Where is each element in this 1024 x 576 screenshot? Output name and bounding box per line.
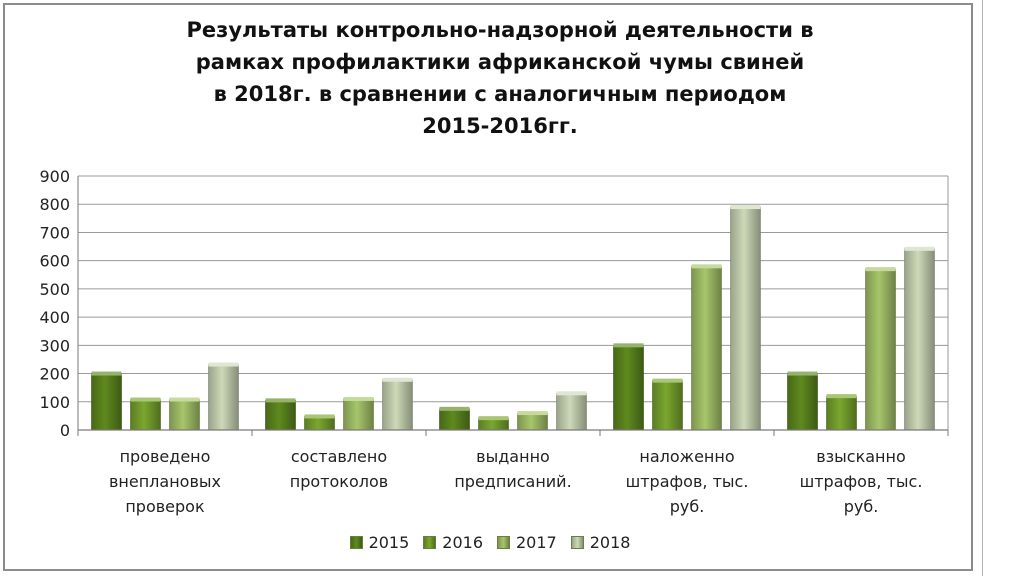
y-tick-label: 200 <box>39 365 70 384</box>
bar-2015 <box>91 373 122 431</box>
legend-item-2016: 2016 <box>423 533 483 552</box>
bar-cap <box>304 414 335 419</box>
bar-2018 <box>208 364 239 431</box>
chart-frame <box>3 3 973 571</box>
legend-label: 2017 <box>516 533 557 552</box>
bar-2017 <box>691 266 722 431</box>
bar-cap <box>826 394 857 399</box>
bar-layer <box>91 205 935 431</box>
bar-2015 <box>787 373 818 431</box>
x-category-label: проведено <box>120 447 211 466</box>
bar-2016 <box>304 416 335 431</box>
bar-2018 <box>730 206 761 431</box>
x-category-label: протоколов <box>290 472 388 491</box>
legend-swatch <box>349 536 363 549</box>
chart-title-line: в 2018г. в сравнении с аналогичным перио… <box>213 82 787 106</box>
bar-2017 <box>169 399 200 431</box>
bar-2018 <box>556 393 587 431</box>
legend-label: 2016 <box>442 533 483 552</box>
bar-2015 <box>439 408 470 431</box>
bar-cap <box>652 378 683 383</box>
x-category-label: внеплановых <box>109 472 221 491</box>
x-category-label: руб. <box>844 497 879 516</box>
legend-swatch <box>570 536 584 549</box>
x-category-label: руб. <box>670 497 705 516</box>
y-tick-label: 900 <box>39 167 70 186</box>
bar-2016 <box>652 380 683 431</box>
bar-2018 <box>904 248 935 431</box>
legend-item-2018: 2018 <box>570 533 631 552</box>
bar-2015 <box>613 345 644 431</box>
y-tick-label: 800 <box>39 195 70 214</box>
bar-2017 <box>343 398 374 431</box>
bar-2017 <box>517 412 548 431</box>
bar-cap <box>865 267 896 272</box>
bar-2016 <box>826 395 857 431</box>
x-category-label: проверок <box>125 497 205 516</box>
bar-cap <box>439 406 470 411</box>
x-category-label: взысканно <box>816 447 906 466</box>
bar-cap <box>169 397 200 402</box>
x-category-label: предписаний. <box>454 472 571 491</box>
x-category-label: наложенно <box>639 447 734 466</box>
chart-title-line: рамках профилактики африканской чумы сви… <box>195 50 805 74</box>
bar-cap <box>556 391 587 396</box>
y-tick-label: 300 <box>39 336 70 355</box>
y-tick-label: 500 <box>39 280 70 299</box>
bar-2016 <box>130 399 161 431</box>
y-tick-label: 0 <box>60 421 70 440</box>
slide-edge-line <box>982 0 983 576</box>
bar-cap <box>787 371 818 376</box>
bar-cap <box>691 264 722 269</box>
legend-label: 2015 <box>368 533 410 552</box>
x-category-label: штрафов, тыс. <box>626 472 749 491</box>
legend-item-2015: 2015 <box>349 533 410 552</box>
legend-label: 2018 <box>589 533 631 552</box>
bar-cap <box>265 398 296 403</box>
x-category-label: штрафов, тыс. <box>800 472 923 491</box>
bar-cap <box>478 416 509 421</box>
bar-cap <box>343 396 374 401</box>
bar-cap <box>130 397 161 402</box>
bar-2018 <box>382 379 413 431</box>
bar-cap <box>730 205 761 210</box>
legend-swatch <box>497 536 510 549</box>
x-category-label: выданно <box>476 447 550 466</box>
bar-cap <box>517 411 548 416</box>
bar-cap <box>904 246 935 251</box>
axis-layer: 0 100 200 300 400 500 600 700 800 900 проведено вне… <box>39 167 949 516</box>
chart-title-line: 2015-2016гг. <box>422 114 578 138</box>
chart-title: Результаты контрольно-надзорной деятельн… <box>60 14 940 142</box>
bar-2017 <box>865 268 896 431</box>
y-tick-label: 600 <box>39 252 70 271</box>
legend-item-2017: 2017 <box>497 533 557 552</box>
legend-swatch <box>423 536 437 549</box>
y-tick-label: 400 <box>39 308 70 327</box>
bar-cap <box>91 371 122 376</box>
x-category-label: составлено <box>291 447 387 466</box>
bar-cap <box>382 377 413 382</box>
bar-cap <box>208 362 239 367</box>
y-tick-label: 700 <box>39 223 70 242</box>
bar-2015 <box>265 400 296 431</box>
chart-title-line: Результаты контрольно-надзорной деятельн… <box>186 18 814 42</box>
y-tick-label: 100 <box>39 393 70 412</box>
chart-legend: 2015 2016 2017 2018 <box>0 533 980 552</box>
bar-cap <box>613 343 644 348</box>
